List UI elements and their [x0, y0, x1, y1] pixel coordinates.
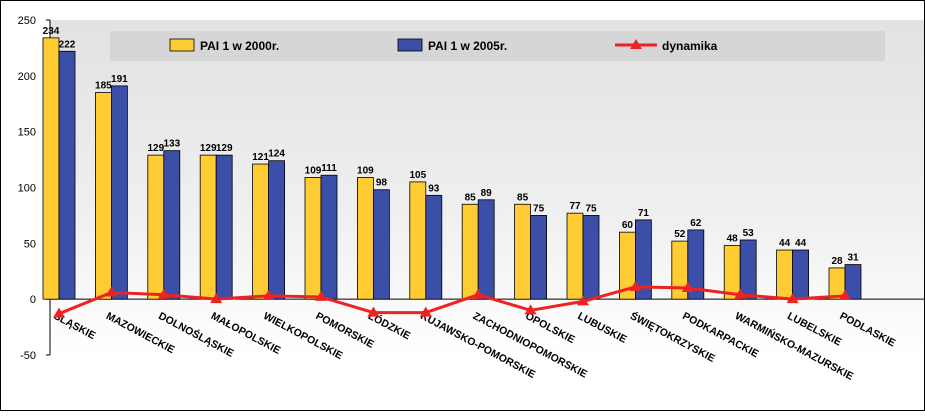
- bar-2000-value-label: 44: [779, 238, 791, 249]
- bar-2005: [425, 194, 443, 300]
- bars-group: [42, 37, 862, 300]
- bar-2000: [566, 212, 584, 300]
- dynamics-point: [839, 289, 851, 300]
- bar-2005-value-label: 31: [847, 253, 859, 264]
- bar-2005-value-label: 222: [59, 39, 76, 50]
- bar-2000: [776, 249, 793, 300]
- dynamics-point: [681, 282, 694, 292]
- bar-2005: [844, 264, 862, 300]
- bar-2005: [530, 215, 547, 300]
- bar-2000: [461, 203, 479, 300]
- bar-2000-value-label: 109: [357, 165, 374, 176]
- bar-2000: [514, 203, 531, 300]
- bar-2005: [320, 174, 338, 300]
- bar-2005-value-label: 93: [428, 183, 440, 194]
- y-tick-label: 0: [30, 294, 36, 306]
- bar-2000: [199, 154, 217, 300]
- legend-swatch: [169, 38, 195, 52]
- bar-2000-value-label: 85: [465, 192, 477, 203]
- bar-2000: [42, 37, 60, 300]
- y-tick-label: 150: [18, 127, 36, 139]
- dynamics-point: [786, 293, 799, 304]
- bar-2000-value-label: 109: [305, 165, 322, 176]
- bar-2005: [635, 219, 652, 300]
- bar-2005-value-label: 129: [216, 143, 233, 154]
- bar-2005: [58, 50, 76, 300]
- dynamics-point: [577, 295, 589, 306]
- bar-2000: [147, 154, 165, 300]
- bar-2005: [372, 189, 390, 300]
- dynamics-point: [472, 288, 485, 299]
- bar-2000: [409, 181, 427, 300]
- bar-2005-value-label: 62: [690, 218, 702, 229]
- legend-label: PAI 1 w 2005r.: [428, 39, 507, 53]
- bar-2005: [215, 154, 233, 300]
- dynamics-line-group: [53, 280, 851, 318]
- bar-2005-value-label: 98: [376, 178, 388, 189]
- bar-2000: [304, 177, 322, 300]
- bar-2000: [252, 163, 270, 300]
- legend-label: PAI 1 w 2000r.: [200, 39, 279, 53]
- bar-2000-value-label: 48: [727, 234, 739, 245]
- bar-2000-value-label: 52: [674, 229, 686, 240]
- dynamics-point: [157, 288, 170, 299]
- bar-2005-value-label: 71: [638, 208, 650, 219]
- bar-2005: [111, 85, 128, 300]
- bar-2005: [792, 249, 809, 300]
- y-tick-label: 250: [18, 15, 36, 27]
- bar-2005: [582, 215, 600, 300]
- bar-2000-value-label: 85: [517, 192, 529, 203]
- dynamics-point: [53, 307, 65, 318]
- bar-2005: [268, 160, 286, 300]
- legend: PAI 1 w 2000r. PAI 1 w 2005r. dynamika: [110, 31, 885, 61]
- bar-2005-value-label: 133: [163, 139, 180, 150]
- dynamics-point: [524, 304, 537, 315]
- dynamics-point: [315, 290, 327, 301]
- bar-2000-value-label: 105: [409, 170, 426, 181]
- bar-2000-value-label: 185: [95, 81, 112, 92]
- bar-2000: [723, 245, 741, 300]
- bar-2000-value-label: 121: [252, 152, 269, 163]
- bar-2005-value-label: 191: [111, 74, 128, 85]
- bar-2005-value-label: 44: [795, 238, 807, 249]
- bar-2005-value-label: 75: [585, 203, 597, 214]
- bar-2005: [163, 150, 181, 300]
- y-tick-label: -50: [20, 350, 36, 362]
- bar-2000-value-label: 234: [43, 26, 60, 37]
- y-tick-label: 50: [24, 238, 36, 250]
- bar-2005-value-label: 53: [743, 228, 755, 239]
- legend-background: [110, 31, 885, 61]
- dynamics-point: [734, 288, 747, 299]
- dynamics-point: [262, 289, 275, 300]
- bar-2005: [477, 199, 495, 300]
- bar-2005-value-label: 111: [321, 163, 337, 174]
- bar-2005-value-label: 124: [268, 149, 285, 160]
- dynamics-point: [210, 293, 223, 304]
- y-tick-label: 200: [18, 71, 36, 83]
- bar-2005: [687, 229, 705, 300]
- dynamics-line: [58, 285, 846, 316]
- y-tick-label: 100: [18, 183, 36, 195]
- bar-2000-value-label: 129: [147, 143, 164, 154]
- bar-2000-value-label: 129: [200, 143, 217, 154]
- legend-swatch: [397, 38, 423, 52]
- bar-2005: [739, 239, 757, 300]
- dynamics-point: [105, 286, 118, 297]
- bar-2000: [356, 177, 374, 300]
- bar-2000: [95, 92, 112, 300]
- bar-2005-value-label: 89: [481, 188, 493, 199]
- dynamics-point: [629, 280, 642, 291]
- bar-2000-value-label: 77: [569, 201, 581, 212]
- dynamics-point: [367, 306, 380, 317]
- bar-2000-value-label: 60: [622, 220, 634, 231]
- dynamics-point: [419, 306, 432, 317]
- legend-label: dynamika: [662, 39, 718, 53]
- bar-2005-value-label: 75: [533, 203, 545, 214]
- bar-2000-value-label: 28: [831, 256, 843, 267]
- legend-marker: [630, 39, 642, 49]
